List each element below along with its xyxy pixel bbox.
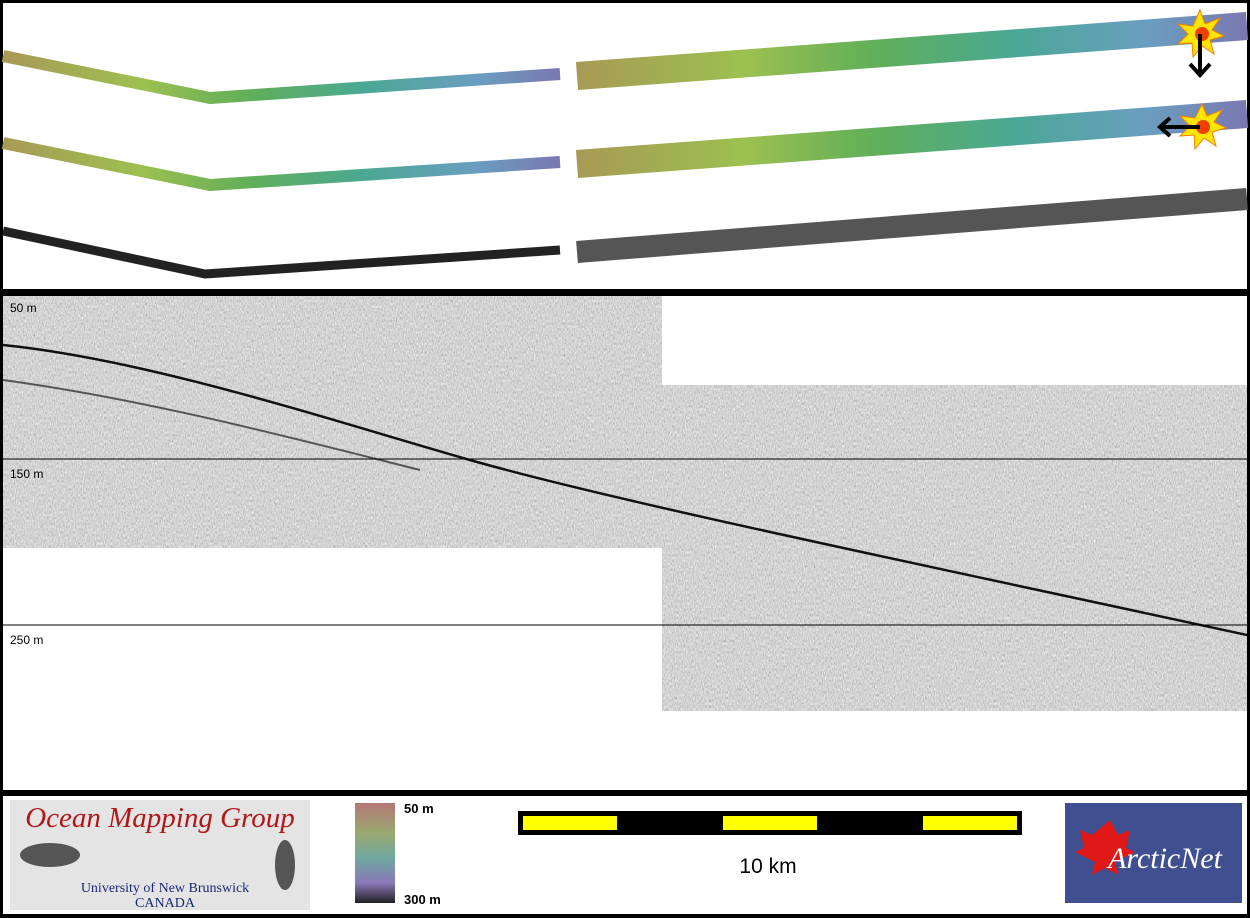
maple-leaf [1075, 820, 1135, 875]
arcticnet-logo: ArcticNet [1065, 803, 1242, 903]
colorbar [355, 803, 395, 903]
arcticnet-text: ArcticNet [1106, 842, 1223, 875]
scale-bar: 10 km [518, 811, 1022, 878]
subbottom-reflector [3, 379, 421, 471]
scale-bar-label: 10 km [739, 855, 796, 878]
logo-graphic [275, 840, 295, 890]
sun-icons [1157, 8, 1228, 151]
arrow-icon [1188, 34, 1212, 78]
scale-bar-segment [723, 816, 817, 830]
depth-label: 150 m [10, 467, 43, 481]
omg-subtitle: University of New Brunswick [81, 881, 249, 896]
swath-backscatter [2, 226, 561, 279]
omg-country: CANADA [135, 896, 196, 911]
arrow-icon [1157, 116, 1200, 138]
omg-logo: Ocean Mapping Group University of New Br… [10, 800, 310, 911]
swath-backscatter [576, 188, 1248, 263]
sun-icon [1196, 120, 1210, 134]
scale-bar-segment [923, 816, 1017, 830]
swath-sunlit-north [1, 50, 561, 104]
colorbar-bottom-label: 300 m [404, 892, 441, 907]
omg-title: Ocean Mapping Group [25, 802, 295, 834]
swath-sunlit-north [575, 12, 1249, 90]
swath-sunlit-east [575, 100, 1249, 178]
seabed-reflector [3, 343, 1247, 637]
colorbar-top-label: 50 m [404, 801, 434, 816]
scale-bar-segment [523, 816, 617, 830]
depth-label: 250 m [10, 633, 43, 647]
logo-graphic [20, 843, 80, 867]
swath-sunlit-east [1, 137, 561, 191]
swaths [1, 12, 1249, 279]
depth-label: 50 m [10, 301, 37, 315]
